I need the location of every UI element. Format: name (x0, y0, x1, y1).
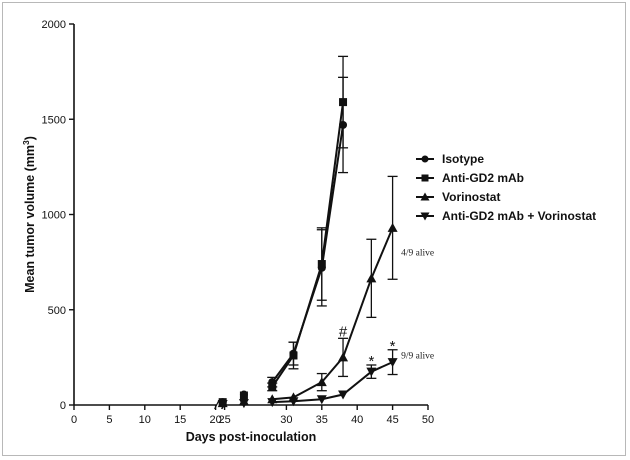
legend-marker (422, 156, 429, 163)
data-point (268, 383, 276, 391)
data-point (366, 273, 376, 282)
x-tick-label: 5 (106, 414, 112, 426)
legend-item: Isotype (416, 152, 484, 166)
series-isotype (219, 77, 348, 406)
series-line (272, 125, 343, 382)
legend-label: Isotype (442, 152, 484, 166)
x-tick-label: 50 (422, 414, 434, 426)
x-tick-label: 30 (280, 414, 292, 426)
significance-marker: * (390, 338, 396, 355)
y-tick-label: 500 (48, 305, 66, 317)
x-tick-label: 25 (218, 414, 230, 426)
x-tick-label: 40 (351, 414, 363, 426)
x-axis-title: Days post-inoculation (186, 430, 317, 444)
legend-item: Anti-GD2 mAb (416, 171, 524, 185)
x-tick-label: 45 (386, 414, 398, 426)
y-tick-label: 2000 (42, 19, 66, 31)
y-tick-label: 0 (60, 400, 66, 412)
legend-marker (422, 175, 429, 182)
data-point (339, 98, 347, 106)
series-line (272, 228, 392, 399)
survival-annotation: 4/9 alive (401, 249, 434, 259)
series-anti-gd2-mab (219, 56, 348, 406)
significance-marker: # (339, 324, 348, 341)
legend-item: Vorinostat (416, 190, 500, 204)
data-point (318, 260, 326, 268)
x-tick-label: 10 (139, 414, 151, 426)
significance-marker: * (368, 353, 374, 370)
annotations: # * * 4/9 alive 9/9 alive (339, 249, 434, 371)
legend-label: Vorinostat (442, 190, 500, 204)
legend-item: Anti-GD2 mAb + Vorinostat (416, 209, 596, 223)
x-tick-label: 35 (316, 414, 328, 426)
y-tick-label: 1500 (42, 114, 66, 126)
y-tick-label: 1000 (42, 210, 66, 222)
y-axis-title: Mean tumor volume (mm3) (21, 136, 37, 293)
x-tick-label: 0 (71, 414, 77, 426)
series-line (272, 102, 343, 387)
legend-label: Anti-GD2 mAb (442, 171, 524, 185)
x-tick-label: 15 (174, 414, 186, 426)
legend-label: Anti-GD2 mAb + Vorinostat (442, 209, 596, 223)
data-point (338, 352, 348, 361)
data-point (289, 351, 297, 359)
legend: Isotype Anti-GD2 mAb Vorinostat Anti-GD2 mA… (416, 152, 596, 223)
survival-annotation: 9/9 alive (401, 351, 434, 361)
data-point (388, 223, 398, 232)
